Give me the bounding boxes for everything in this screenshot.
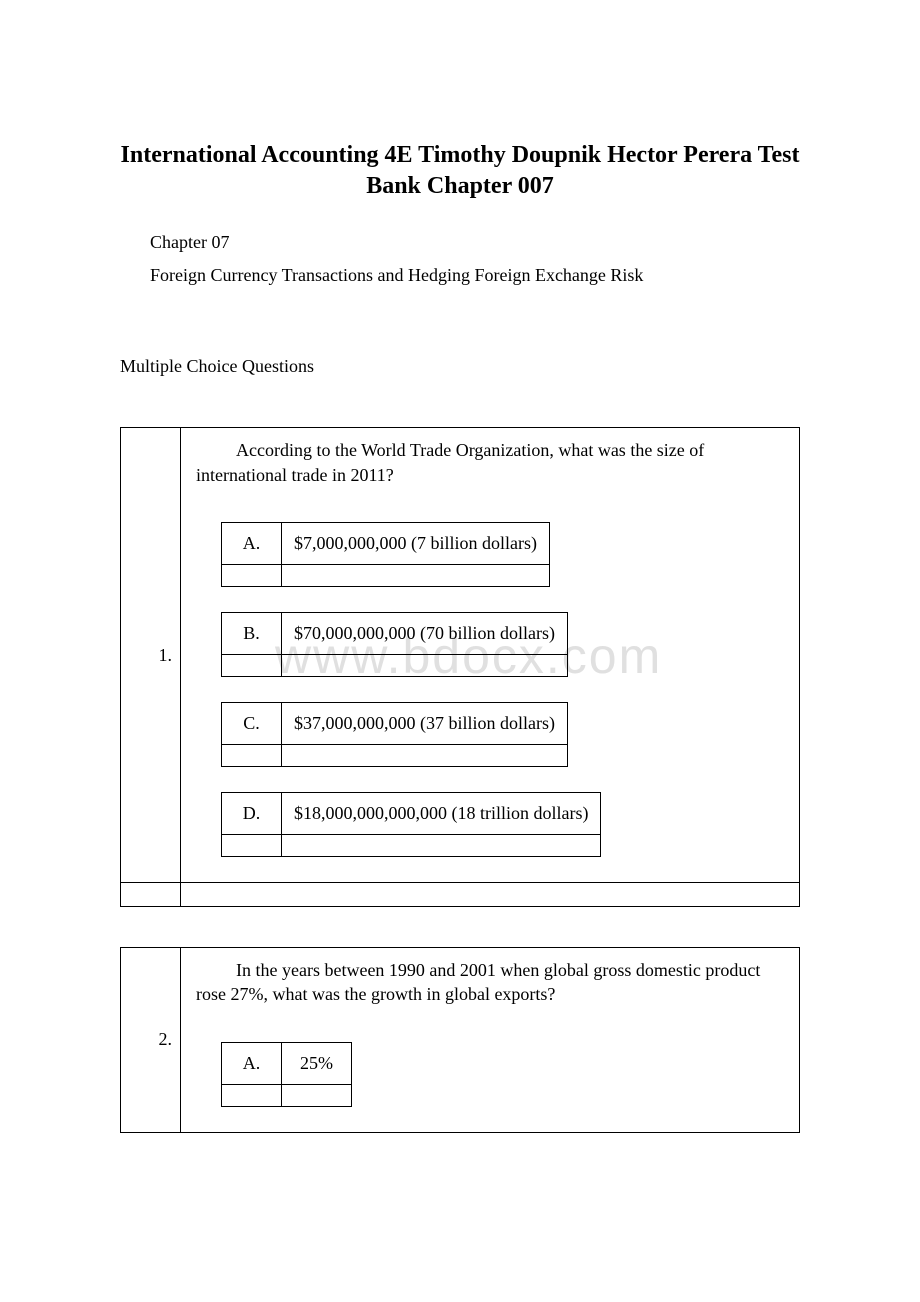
section-label: Multiple Choice Questions bbox=[120, 356, 800, 377]
option-letter: A. bbox=[222, 1042, 282, 1084]
question-2-body: In the years between 1990 and 2001 when … bbox=[181, 947, 800, 1132]
question-1-option-b: B. $70,000,000,000 (70 billion dollars) bbox=[221, 612, 568, 677]
option-value: $37,000,000,000 (37 billion dollars) bbox=[282, 702, 568, 744]
question-1-option-a: A. $7,000,000,000 (7 billion dollars) bbox=[221, 522, 550, 587]
question-2-option-a: A. 25% bbox=[221, 1042, 352, 1107]
question-2-table: 2. In the years between 1990 and 2001 wh… bbox=[120, 947, 800, 1133]
question-1-number: 1. bbox=[121, 428, 181, 883]
chapter-label: Chapter 07 bbox=[150, 232, 800, 253]
question-1-spacer-row bbox=[121, 882, 800, 906]
option-value: $7,000,000,000 (7 billion dollars) bbox=[282, 522, 550, 564]
option-letter: D. bbox=[222, 792, 282, 834]
question-2-text: In the years between 1990 and 2001 when … bbox=[196, 958, 784, 1007]
question-1-option-d: D. $18,000,000,000,000 (18 trillion doll… bbox=[221, 792, 601, 857]
option-value: $18,000,000,000,000 (18 trillion dollars… bbox=[282, 792, 601, 834]
option-letter: B. bbox=[222, 612, 282, 654]
question-2-number: 2. bbox=[121, 947, 181, 1132]
option-value: $70,000,000,000 (70 billion dollars) bbox=[282, 612, 568, 654]
question-1-body: According to the World Trade Organizatio… bbox=[181, 428, 800, 883]
question-1-text: According to the World Trade Organizatio… bbox=[196, 438, 784, 487]
option-letter: C. bbox=[222, 702, 282, 744]
chapter-subtitle: Foreign Currency Transactions and Hedgin… bbox=[150, 265, 800, 286]
option-letter: A. bbox=[222, 522, 282, 564]
question-1-option-c: C. $37,000,000,000 (37 billion dollars) bbox=[221, 702, 568, 767]
option-value: 25% bbox=[282, 1042, 352, 1084]
page-title: International Accounting 4E Timothy Doup… bbox=[120, 140, 800, 202]
question-1-table: 1. According to the World Trade Organiza… bbox=[120, 427, 800, 907]
